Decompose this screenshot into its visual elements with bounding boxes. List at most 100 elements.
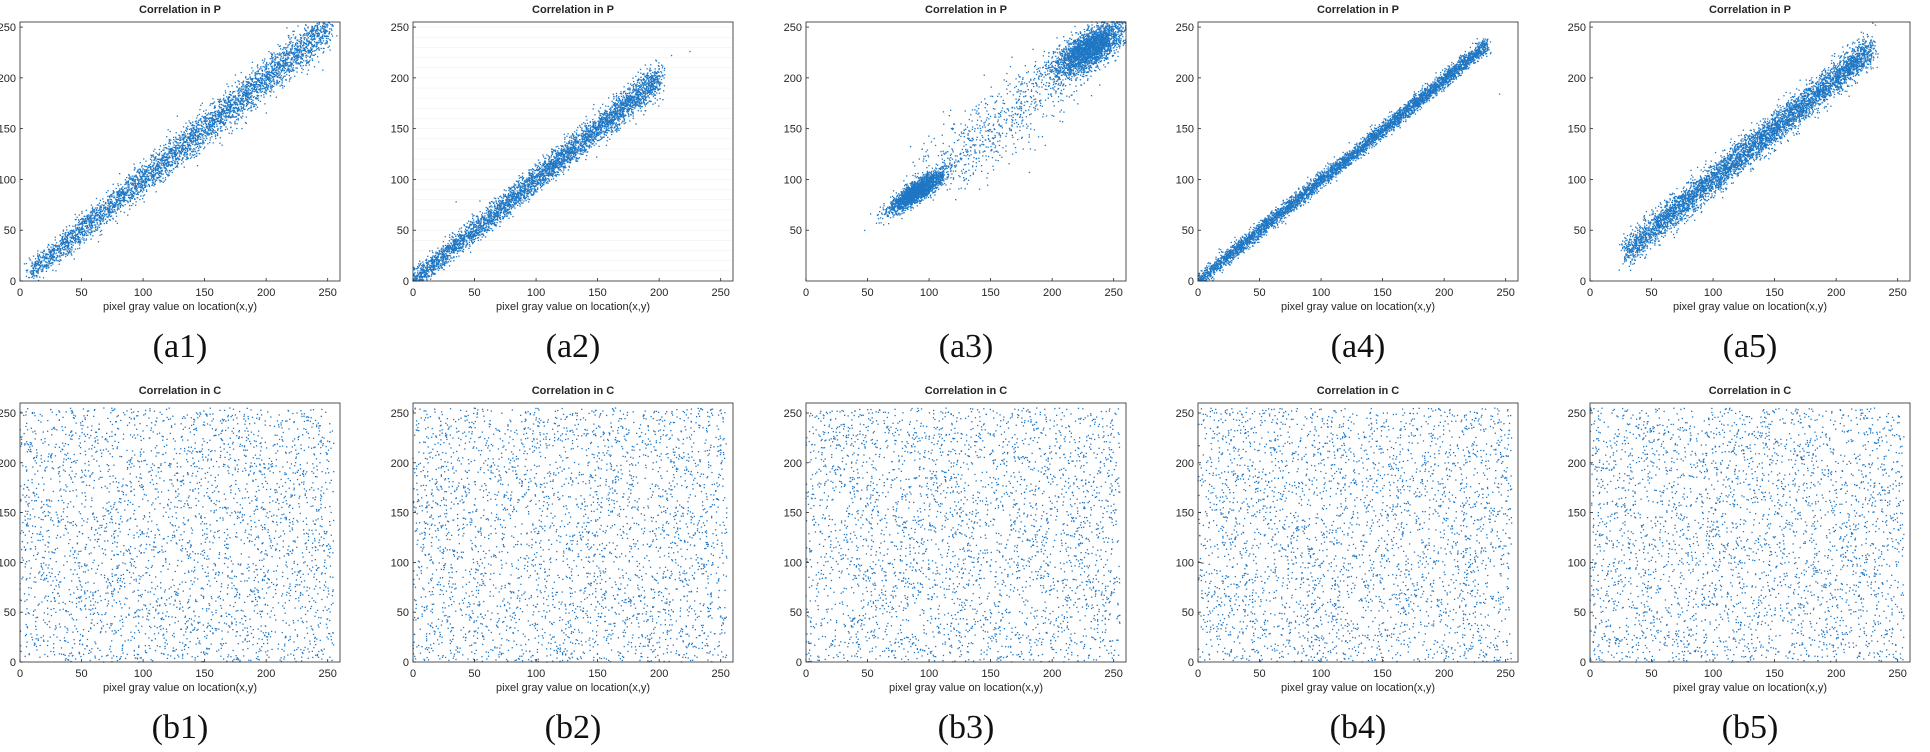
scatter-point xyxy=(194,154,195,155)
scatter-point xyxy=(284,53,285,54)
scatter-point xyxy=(42,271,43,272)
scatter-point xyxy=(241,91,242,92)
scatter-point xyxy=(131,188,132,189)
scatter-point xyxy=(126,181,127,182)
scatter-point xyxy=(163,174,164,175)
scatter-point xyxy=(238,91,239,92)
scatter-point xyxy=(137,188,138,189)
scatter-point xyxy=(277,66,278,67)
scatter-point xyxy=(113,184,114,185)
scatter-point xyxy=(61,255,62,256)
scatter-point xyxy=(250,76,251,77)
scatter-point xyxy=(309,40,310,41)
scatter-point xyxy=(296,42,297,43)
scatter-point xyxy=(204,147,205,148)
scatter-point xyxy=(171,161,172,162)
scatter-point xyxy=(78,232,79,233)
scatter-point xyxy=(91,215,92,216)
scatter-point xyxy=(283,57,284,58)
scatter-point xyxy=(100,200,101,201)
scatter-point xyxy=(278,69,279,70)
scatter-point xyxy=(74,240,75,241)
scatter-point xyxy=(164,153,165,154)
scatter-point xyxy=(37,250,38,251)
scatter-point xyxy=(280,57,281,58)
scatter-point xyxy=(307,50,308,51)
scatter-point xyxy=(255,77,256,78)
scatter-point xyxy=(185,123,186,124)
scatter-point xyxy=(255,104,256,105)
scatter-point xyxy=(37,253,38,254)
scatter-point xyxy=(99,227,100,228)
scatter-point xyxy=(120,198,121,199)
scatter-point xyxy=(179,159,180,160)
scatter-point xyxy=(134,168,135,169)
scatter-point xyxy=(127,215,128,216)
scatter-point xyxy=(130,183,131,184)
scatter-point xyxy=(53,246,54,247)
scatter-point xyxy=(120,211,121,212)
scatter-point xyxy=(102,218,103,219)
scatter-point xyxy=(320,26,321,27)
scatter-point xyxy=(234,121,235,122)
scatter-point xyxy=(153,151,154,152)
scatter-point xyxy=(271,89,272,90)
scatter-point xyxy=(294,46,295,47)
scatter-point xyxy=(70,248,71,249)
scatter-point xyxy=(176,132,177,133)
scatter-point xyxy=(252,62,253,63)
scatter-point xyxy=(119,190,120,191)
scatter-point xyxy=(294,31,295,32)
scatter-point xyxy=(185,147,186,148)
scatter-point xyxy=(48,265,49,266)
scatter-point xyxy=(242,113,243,114)
scatter-point xyxy=(153,154,154,155)
scatter-point xyxy=(251,99,252,100)
scatter-point xyxy=(180,140,181,141)
scatter-point xyxy=(109,197,110,198)
scatter-point xyxy=(252,81,253,82)
scatter-point xyxy=(215,138,216,139)
scatter-point xyxy=(263,97,264,98)
scatter-point xyxy=(148,165,149,166)
scatter-point xyxy=(270,58,271,59)
scatter-point xyxy=(269,63,270,64)
scatter-point xyxy=(251,93,252,94)
scatter-point xyxy=(254,75,255,76)
scatter-point xyxy=(69,234,70,235)
scatter-point xyxy=(308,52,309,53)
scatter-point xyxy=(154,179,155,180)
scatter-point xyxy=(125,204,126,205)
scatter-point xyxy=(205,140,206,141)
scatter-point xyxy=(264,74,265,75)
scatter-point xyxy=(163,165,164,166)
scatter-point xyxy=(274,59,275,60)
scatter-point xyxy=(150,159,151,160)
scatter-point xyxy=(28,277,29,278)
scatter-point xyxy=(115,211,116,212)
scatter-point xyxy=(189,149,190,150)
scatter-point xyxy=(29,257,30,258)
scatter-point xyxy=(117,199,118,200)
scatter-point xyxy=(306,34,307,35)
scatter-point xyxy=(303,34,304,35)
scatter-point xyxy=(192,154,193,155)
scatter-point xyxy=(130,200,131,201)
scatter-point xyxy=(160,180,161,181)
scatter-point xyxy=(134,183,135,184)
scatter-point xyxy=(84,216,85,217)
scatter-point xyxy=(201,139,202,140)
scatter-point xyxy=(167,148,168,149)
scatter-point xyxy=(64,246,65,247)
scatter-point xyxy=(99,209,100,210)
scatter-point xyxy=(91,232,92,233)
scatter-point xyxy=(154,184,155,185)
scatter-point xyxy=(323,38,324,39)
scatter-point xyxy=(181,160,182,161)
scatter-point xyxy=(265,82,266,83)
scatter-point xyxy=(218,105,219,106)
scatter-point xyxy=(97,226,98,227)
scatter-point xyxy=(160,145,161,146)
scatter-point xyxy=(277,44,278,45)
scatter-point xyxy=(151,178,152,179)
